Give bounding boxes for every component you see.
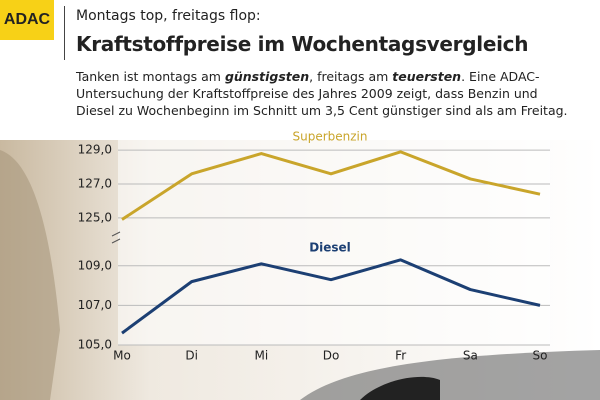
separator <box>64 6 65 60</box>
headline: Kraftstoffpreise im Wochentagsvergleich <box>76 32 529 56</box>
series-line <box>121 150 541 221</box>
intro-emphasis: teuersten <box>392 69 462 84</box>
intro-part: , freitags am <box>309 69 393 84</box>
x-tick-label: Fr <box>395 349 406 363</box>
intro-part: Tanken ist montags am <box>76 69 225 84</box>
kicker: Montags top, freitags flop: <box>76 8 261 24</box>
y-tick-label: 127,0 <box>78 177 112 191</box>
intro-part: . Eine ADAC-Untersuchung der Kraftstoffp… <box>76 69 568 118</box>
y-tick-label: 125,0 <box>78 210 112 224</box>
x-tick-label: Do <box>323 349 340 363</box>
y-tick-label: 129,0 <box>78 143 112 157</box>
series-label: Superbenzin <box>293 130 368 144</box>
x-tick-label: Di <box>185 349 198 363</box>
series-line <box>121 258 541 335</box>
y-tick-label: 109,0 <box>78 258 112 272</box>
axis-break <box>111 231 121 244</box>
x-tick-label: Sa <box>463 349 478 363</box>
logo: ADAC <box>0 0 54 40</box>
intro-emphasis: günstigsten <box>224 69 310 84</box>
y-tick-label: 107,0 <box>78 298 112 312</box>
photo-figure <box>0 150 60 400</box>
series-label: Diesel <box>309 241 351 255</box>
intro-text: Tanken ist montags am günstigsten, freit… <box>76 68 576 119</box>
photo-car <box>300 350 600 400</box>
photo-mirror <box>360 376 440 400</box>
x-tick-label: Mi <box>254 349 268 363</box>
x-tick-label: Mo <box>113 349 131 363</box>
x-tick-label: So <box>533 349 548 363</box>
y-tick-label: 105,0 <box>78 338 112 352</box>
